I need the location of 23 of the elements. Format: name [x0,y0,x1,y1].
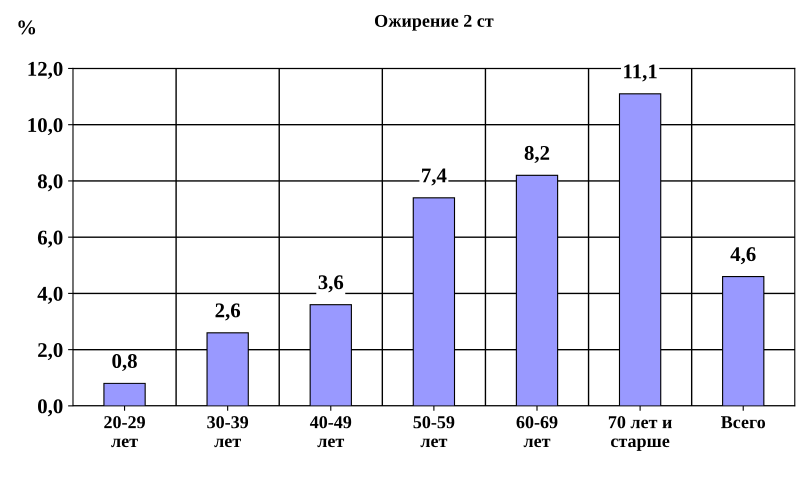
data-label: 11,1 [624,64,657,82]
y-tick-label: 0,0 [38,399,62,416]
data-label: 3,6 [318,275,344,292]
y-axis-title: % [18,20,36,35]
data-label: 4,6 [730,247,756,264]
data-label: 2,6 [216,303,240,320]
chart-title: Ожирение 2 ст [374,14,494,31]
y-tick-label: 2,0 [38,343,62,360]
data-label: 7,4 [422,168,447,186]
x-tick-label: 40-49 лет [310,416,352,448]
x-tick-label: 70 лет и старше [608,416,672,451]
x-tick-label: 60-69 лет [516,416,558,448]
x-tick-label: 20-29 лет [104,416,145,448]
x-tick-label: 30-39 лет [207,416,248,448]
x-tick-label: 50-59 лет [414,416,454,448]
y-tick-label: 4,0 [38,286,62,304]
data-label: 8,2 [524,146,550,163]
y-tick-label: 12,0 [28,62,62,79]
y-tick-label: 8,0 [38,174,62,192]
y-tick-label: 10,0 [28,118,62,136]
y-tick-label: 6,0 [38,230,62,248]
x-tick-label: Всего [720,416,766,428]
data-label: 0,8 [112,354,137,372]
